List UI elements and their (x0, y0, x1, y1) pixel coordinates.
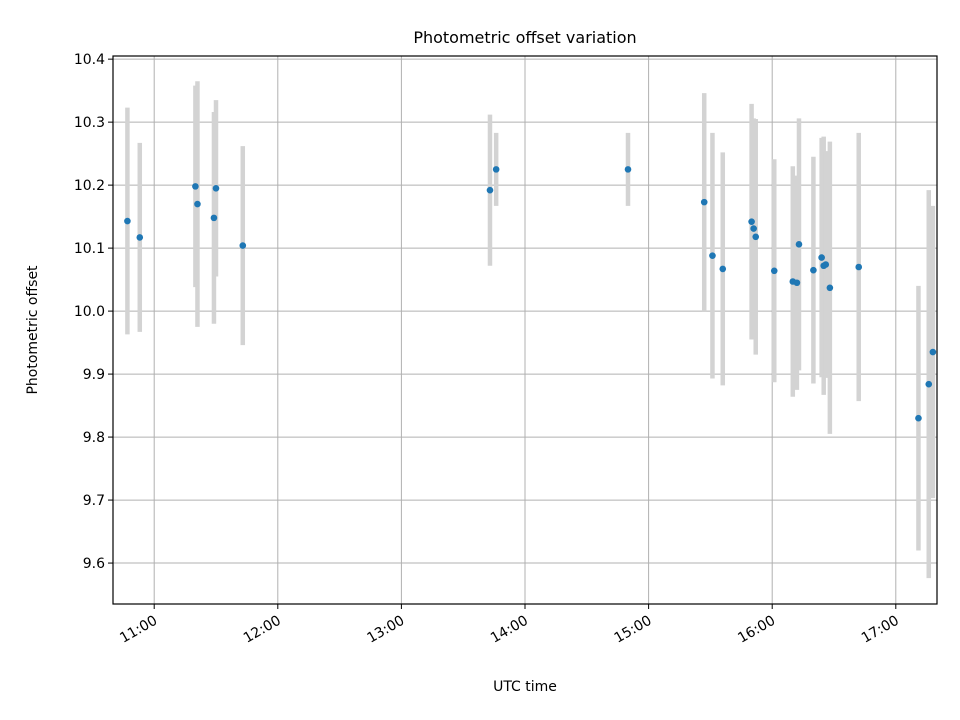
data-point (770, 267, 778, 275)
data-point (192, 183, 199, 190)
data-point (624, 166, 632, 173)
data-point (826, 284, 834, 292)
data-point (810, 266, 817, 274)
y-tick-label: 9.8 (83, 430, 105, 446)
data-point (748, 218, 755, 225)
y-tick-label: 10.4 (74, 52, 105, 68)
y-tick-label: 9.9 (83, 367, 105, 383)
x-gridlines (153, 56, 897, 604)
chart-title: Photometric offset variation (413, 28, 636, 47)
y-tick-label: 10.0 (74, 304, 105, 320)
data-point (822, 261, 830, 268)
y-tick-label: 10.2 (74, 178, 105, 194)
data-point (492, 166, 500, 173)
y-tick-label: 10.1 (74, 241, 105, 257)
data-point (793, 279, 801, 287)
data-point (752, 233, 760, 241)
y-tick-label: 9.7 (83, 493, 105, 509)
data-point (750, 225, 757, 232)
y-tick-label: 10.3 (74, 115, 105, 131)
data-point (795, 241, 803, 248)
data-points (124, 166, 937, 422)
data-point (719, 265, 727, 273)
data-point (210, 214, 218, 222)
data-point (855, 263, 863, 271)
data-point (136, 234, 144, 241)
data-point (818, 254, 825, 261)
data-point (212, 184, 220, 192)
data-point (700, 198, 708, 206)
data-point (239, 242, 247, 249)
y-gridlines (113, 58, 937, 564)
x-axis-label: UTC time (493, 679, 557, 695)
y-axis-label: Photometric offset (25, 265, 41, 395)
data-point (929, 348, 937, 356)
data-point (124, 217, 131, 225)
data-point (925, 380, 933, 388)
data-point (194, 200, 201, 208)
data-point (709, 252, 716, 259)
data-point (915, 414, 922, 422)
y-tick-label: 9.6 (83, 556, 105, 572)
data-point (486, 186, 494, 194)
y-axis-ticks: 9.6 9.7 9.8 9.9 10.0 10.1 10.2 10.3 10.4 (74, 52, 113, 572)
